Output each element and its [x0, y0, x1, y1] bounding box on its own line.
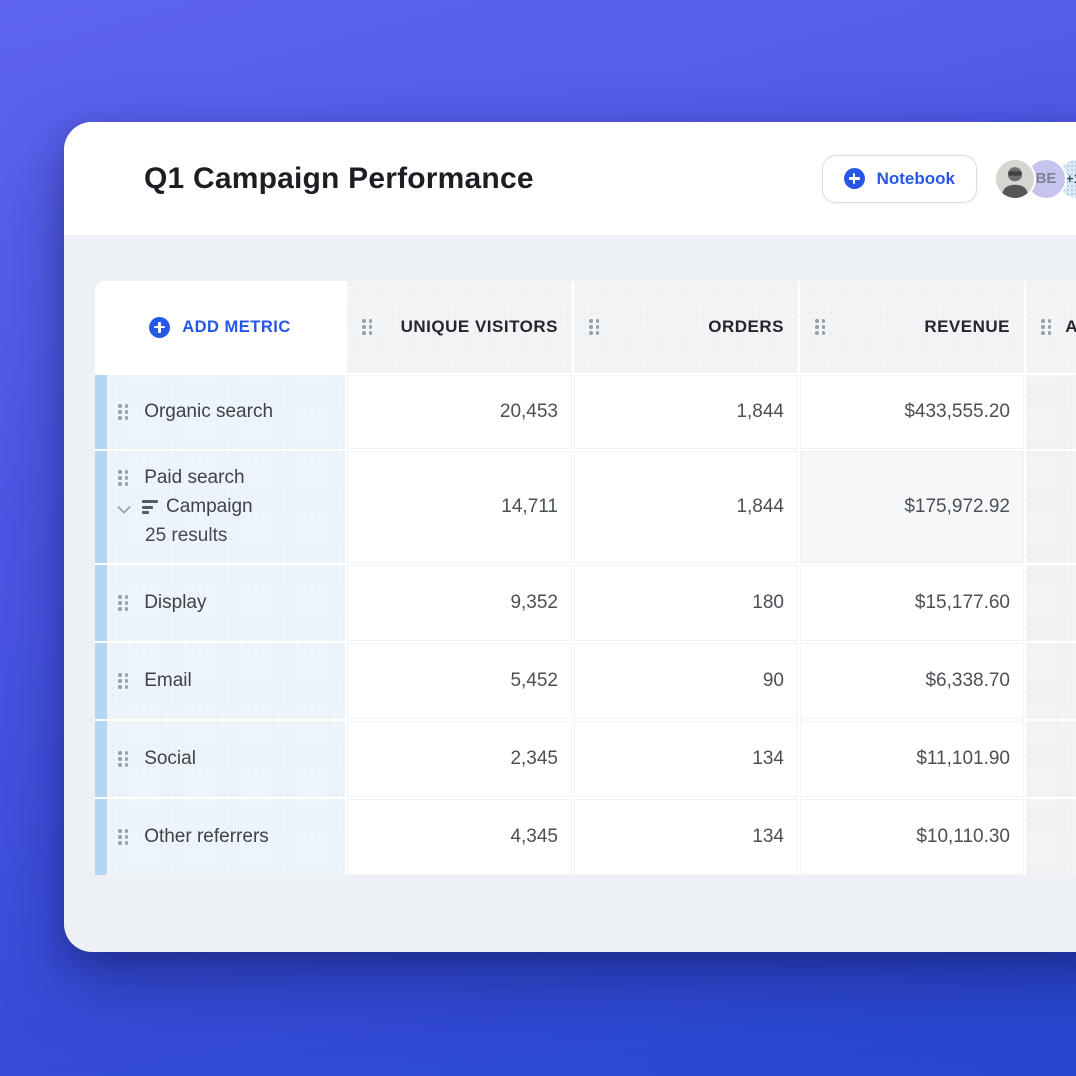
row-label-cell[interactable]: Organic search [95, 375, 345, 449]
orders-cell[interactable]: 134 [574, 799, 798, 875]
row-label-cell-expanded[interactable]: Paid search Campaign 25 results [95, 451, 345, 563]
row-label-cell[interactable]: Other referrers [95, 799, 345, 875]
drag-handle-icon[interactable] [118, 595, 129, 611]
user-photo-avatar[interactable] [994, 157, 1036, 200]
drag-handle-icon[interactable] [1041, 319, 1052, 335]
row-label: Other referrers [144, 826, 269, 847]
plus-circle-icon [149, 316, 171, 338]
breakdown-label: Campaign [166, 496, 253, 517]
page-title: Q1 Campaign Performance [144, 161, 534, 195]
extra-cell[interactable] [1026, 799, 1076, 875]
column-header-orders[interactable]: ORDERS [574, 281, 798, 373]
drag-handle-icon[interactable] [118, 673, 129, 689]
avatar-group: BE +12 [994, 157, 1076, 200]
orders-cell[interactable]: 1,844 [574, 375, 798, 449]
revenue-cell[interactable]: $11,101.90 [800, 721, 1024, 797]
visitors-cell[interactable]: 5,452 [347, 643, 572, 719]
drag-handle-icon[interactable] [815, 319, 826, 335]
row-label-cell[interactable]: Email [95, 643, 345, 719]
row-label-cell[interactable]: Display [95, 565, 345, 641]
plus-circle-icon [843, 168, 865, 189]
chevron-down-icon[interactable] [118, 501, 130, 513]
drag-handle-icon[interactable] [118, 751, 129, 767]
add-metric-label: ADD METRIC [182, 317, 291, 336]
visitors-cell[interactable]: 20,453 [347, 375, 572, 449]
orders-cell[interactable]: 1,844 [574, 451, 798, 563]
visitors-cell[interactable]: 14,711 [347, 451, 572, 563]
column-header-unique-visitors[interactable]: UNIQUE VISITORS [347, 281, 572, 373]
person-silhouette-icon [996, 159, 1034, 198]
row-label: Social [144, 748, 196, 769]
campaign-breakdown-icon [142, 500, 158, 514]
visitors-cell[interactable]: 9,352 [347, 565, 572, 641]
revenue-cell[interactable]: $6,338.70 [800, 643, 1024, 719]
row-label: Email [144, 670, 192, 691]
row-label: Organic search [144, 401, 274, 422]
extra-cell[interactable] [1026, 643, 1076, 719]
column-header-revenue[interactable]: REVENUE [800, 281, 1024, 373]
orders-cell[interactable]: 134 [574, 721, 798, 797]
column-header-label: ORDERS [708, 317, 784, 336]
card-body: ADD METRIC UNIQUE VISITORS ORDERS REVENU… [64, 235, 1076, 875]
extra-cell[interactable] [1026, 451, 1076, 563]
orders-cell[interactable]: 90 [574, 643, 798, 719]
revenue-cell[interactable]: $10,110.30 [800, 799, 1024, 875]
row-label: Paid search [144, 467, 245, 488]
drag-handle-icon[interactable] [118, 404, 129, 420]
row-label-line: Paid search [118, 467, 245, 489]
column-header-label: UNIQUE VISITORS [400, 317, 558, 336]
drag-handle-icon[interactable] [118, 829, 129, 845]
drag-handle-icon[interactable] [362, 319, 373, 335]
metrics-table: ADD METRIC UNIQUE VISITORS ORDERS REVENU… [95, 281, 1076, 875]
notebook-button[interactable]: Notebook [821, 154, 977, 203]
drag-handle-icon[interactable] [118, 470, 129, 486]
row-breakdown-line: Campaign [118, 496, 253, 518]
notebook-button-label: Notebook [876, 168, 955, 188]
visitors-cell[interactable]: 2,345 [347, 721, 572, 797]
row-label-cell[interactable]: Social [95, 721, 345, 797]
orders-cell[interactable]: 180 [574, 565, 798, 641]
column-header-partial[interactable]: A [1026, 281, 1076, 373]
campaign-performance-card: Q1 Campaign Performance Notebook BE +12 [64, 122, 1076, 952]
extra-cell[interactable] [1026, 721, 1076, 797]
row-label: Display [144, 592, 207, 613]
extra-cell[interactable] [1026, 565, 1076, 641]
column-header-label: REVENUE [924, 317, 1010, 336]
column-header-label: A [1065, 317, 1076, 336]
visitors-cell[interactable]: 4,345 [347, 799, 572, 875]
revenue-cell[interactable]: $433,555.20 [800, 375, 1024, 449]
revenue-cell[interactable]: $175,972.92 [800, 451, 1024, 563]
revenue-cell[interactable]: $15,177.60 [800, 565, 1024, 641]
results-count: 25 results [145, 525, 228, 546]
add-metric-button[interactable]: ADD METRIC [95, 281, 345, 373]
extra-cell[interactable] [1026, 375, 1076, 449]
card-header: Q1 Campaign Performance Notebook BE +12 [64, 122, 1076, 235]
drag-handle-icon[interactable] [589, 319, 600, 335]
